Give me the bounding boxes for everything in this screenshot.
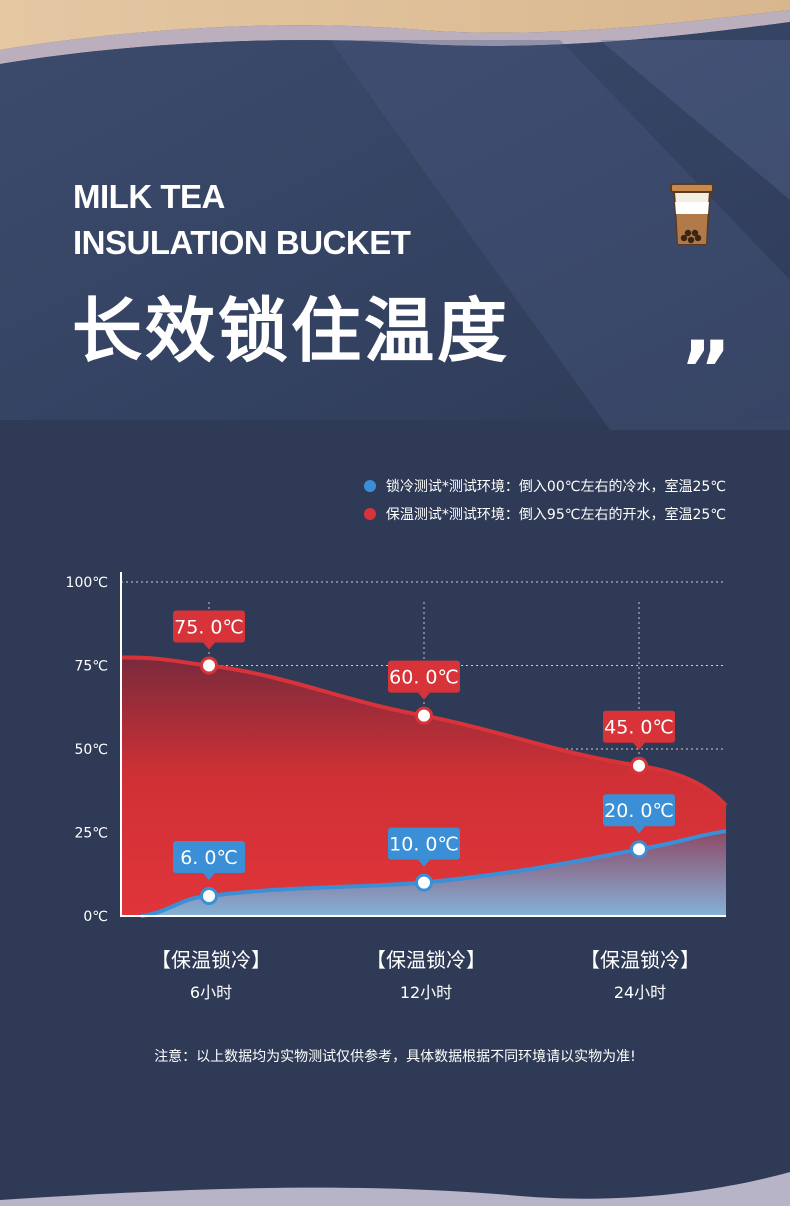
warm-label-pointer [633, 742, 645, 750]
wood-table-top [0, 0, 790, 50]
y-tick-label: 75℃ [74, 659, 108, 675]
x-category-label: 【保温锁冷】 [151, 948, 271, 972]
cold-data-label: 20. 0℃ [604, 800, 674, 822]
warm-point [630, 756, 648, 775]
light-shadow-1 [330, 40, 790, 430]
cold-label-pointer [203, 872, 215, 880]
axes: 100℃ 75℃ 50℃ 25℃ 0℃ [66, 572, 726, 925]
y-tick-label: 50℃ [74, 742, 108, 758]
x-category-label: 【保温锁冷】 [366, 948, 486, 972]
x-category-6h: 【保温锁冷】 6小时 [131, 944, 291, 1003]
upper-panel [0, 22, 790, 420]
cold-label-box [388, 827, 460, 860]
cold-area [141, 831, 726, 916]
title-en-line1: MILK TEA [73, 178, 225, 215]
cold-data-label: 10. 0℃ [389, 834, 459, 856]
warm-data-label: 75. 0℃ [174, 617, 244, 639]
cold-label-box [603, 794, 675, 827]
legend-text-cold: 锁冷测试*测试环境：倒入00℃左右的冷水，室温25℃ [385, 479, 726, 495]
warm-label-box [173, 610, 245, 643]
cold-label-box [173, 840, 245, 873]
title-cn: 长效锁住温度 [72, 290, 510, 372]
x-category-sub: 6小时 [189, 983, 233, 1002]
cold-label-pointer [633, 826, 645, 834]
cold-data-label: 6. 0℃ [180, 847, 238, 869]
warm-data-label: 60. 0℃ [389, 667, 459, 689]
data-marks: 75. 0℃ 60. 0℃ 45. 0℃ 6. 0℃ 10. 0℃ 20. 0℃ [173, 610, 675, 905]
title-en-line2: INSULATION BUCKET [73, 224, 411, 261]
warm-data-label: 45. 0℃ [604, 717, 674, 739]
legend-item-cold: 锁冷测试*测试环境：倒入00℃左右的冷水，室温25℃ [363, 476, 726, 496]
warm-label-pointer [203, 642, 215, 650]
y-tick-label: 25℃ [74, 826, 108, 842]
legend-dot-warm [363, 508, 376, 520]
y-tick-label: 100℃ [66, 575, 108, 591]
legend-text-warm: 保温测试*测试环境：倒入95℃左右的开水，室温25℃ [385, 507, 726, 523]
cold-point [630, 840, 648, 859]
warm-point [415, 706, 433, 725]
x-category-12h: 【保温锁冷】 12小时 [346, 944, 506, 1003]
light-shadow-2 [600, 40, 790, 200]
x-category-sub: 24小时 [613, 983, 667, 1002]
disclaimer-note: 注意：以上数据均为实物测试仅供参考，具体数据根据不同环境请以实物为准! [154, 1049, 636, 1065]
cold-label-pointer [418, 859, 430, 867]
warm-point [200, 656, 218, 675]
legend-dot-cold [363, 480, 376, 492]
cream-wave-top [0, 10, 790, 64]
quote-mark: ” [680, 326, 732, 416]
y-tick-label: 0℃ [83, 909, 108, 925]
x-category-sub: 12小时 [399, 983, 453, 1002]
warm-label-box [388, 660, 460, 693]
warm-label-pointer [418, 692, 430, 700]
bottom-wave [0, 1172, 790, 1206]
x-category-label: 【保温锁冷】 [580, 948, 700, 972]
x-category-24h: 【保温锁冷】 24小时 [560, 944, 720, 1003]
legend-item-warm: 保温测试*测试环境：倒入95℃左右的开水，室温25℃ [363, 504, 726, 524]
cold-point [200, 886, 218, 905]
cold-point [415, 873, 433, 892]
milk-tea-cup-icon [670, 183, 714, 245]
temperature-chart: 100℃75℃50℃25℃0℃ 75. 0℃60. 0℃45. 0℃6. 0℃1… [66, 572, 728, 925]
warm-label-box [603, 710, 675, 743]
warm-area [121, 657, 726, 916]
